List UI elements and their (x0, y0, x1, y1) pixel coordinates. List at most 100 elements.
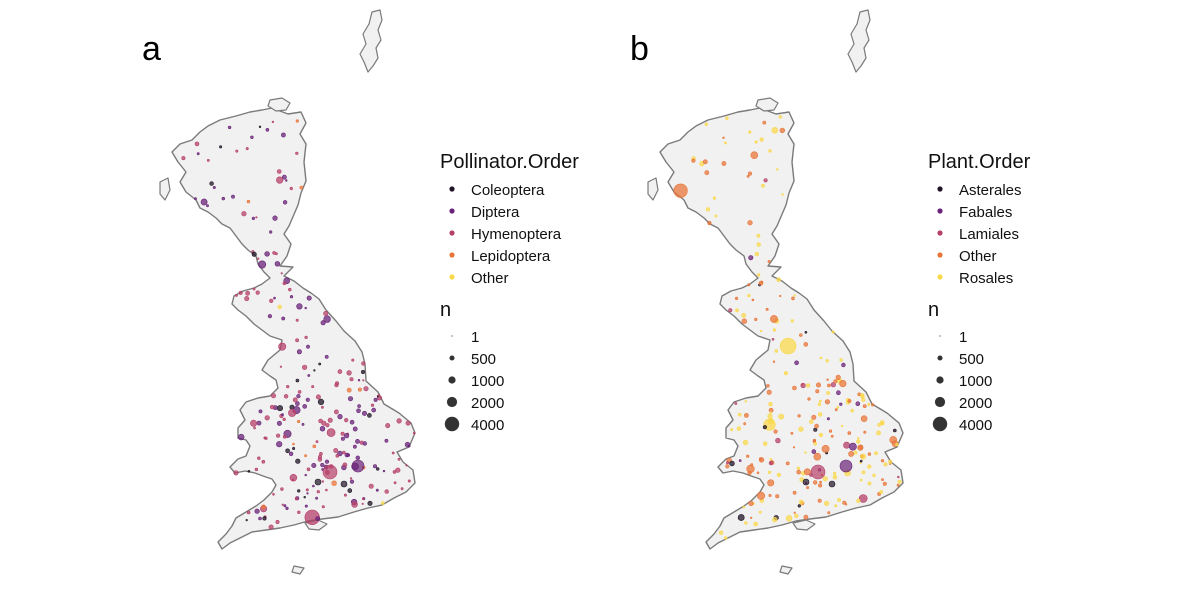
occurrence-point (282, 281, 287, 286)
occurrence-point (297, 390, 302, 394)
occurrence-point (251, 251, 257, 257)
occurrence-point (827, 511, 831, 515)
occurrence-point (235, 149, 239, 153)
size-swatch (937, 355, 943, 361)
occurrence-point (245, 147, 249, 151)
occurrence-point (321, 505, 325, 509)
occurrence-point (289, 474, 298, 482)
occurrence-point (282, 417, 286, 422)
occurrence-point (756, 491, 765, 500)
occurrence-point (874, 451, 879, 456)
occurrence-point (877, 422, 882, 427)
occurrence-point (316, 490, 320, 494)
occurrence-point (289, 295, 294, 299)
legend-item: Asterales (937, 182, 1022, 199)
occurrence-point (743, 412, 749, 418)
occurrence-point (855, 401, 861, 407)
occurrence-point (342, 450, 346, 455)
size-legend-label: 1000 (959, 373, 992, 390)
occurrence-point (241, 211, 247, 217)
occurrence-point (361, 410, 367, 416)
occurrence-point (238, 433, 245, 441)
occurrence-point (325, 488, 328, 492)
size-legend-item: 1000 (936, 373, 992, 390)
occurrence-point (391, 451, 395, 455)
occurrence-point (768, 149, 772, 153)
occurrence-point (853, 450, 858, 455)
legend-swatch (937, 252, 943, 258)
size-legend-item: 500 (449, 351, 496, 368)
occurrence-point (335, 453, 340, 458)
occurrence-point (746, 464, 755, 474)
occurrence-point (742, 505, 746, 509)
occurrence-point (363, 386, 369, 392)
occurrence-point (810, 464, 826, 480)
occurrence-point (281, 503, 284, 506)
occurrence-point (196, 152, 200, 156)
occurrence-point (856, 498, 861, 504)
occurrence-point (718, 530, 724, 535)
occurrence-point (320, 320, 326, 326)
occurrence-point (322, 464, 338, 480)
occurrence-point (828, 480, 836, 488)
occurrence-point (750, 463, 754, 467)
occurrence-point (744, 521, 748, 525)
occurrence-point (276, 405, 283, 412)
occurrence-point (759, 137, 764, 142)
occurrence-point (750, 516, 753, 520)
occurrence-point (280, 272, 283, 275)
occurrence-point (404, 441, 411, 448)
occurrence-point (412, 431, 416, 435)
occurrence-point (770, 315, 778, 323)
occurrence-point (257, 456, 261, 460)
occurrence-point (324, 459, 330, 464)
color-legend: Pollinator.Order Coleoptera Diptera Hymeno… (440, 151, 579, 287)
occurrence-point (753, 521, 759, 527)
legend-swatch (449, 186, 455, 192)
size-legend-item: 4000 (932, 416, 992, 434)
occurrence-point (231, 194, 235, 199)
occurrence-point (794, 360, 799, 366)
legend-swatch (449, 230, 455, 236)
legend-label: Hymenoptera (471, 226, 562, 243)
occurrence-point (857, 437, 860, 440)
occurrence-point (747, 294, 751, 298)
occurrence-point (879, 420, 885, 425)
occurrence-point (279, 365, 283, 368)
occurrence-point (759, 457, 763, 461)
scilly-outline (779, 565, 793, 575)
occurrence-point (317, 457, 323, 462)
occurrence-point (790, 431, 794, 435)
occurrence-point (834, 504, 838, 508)
occurrence-point (343, 493, 347, 497)
occurrence-point (839, 459, 853, 473)
size-legend: n 1 500 1000 2000 4000 (928, 299, 992, 434)
occurrence-point (762, 425, 768, 430)
occurrence-point (822, 476, 828, 482)
occurrence-point (272, 215, 278, 221)
occurrence-point (813, 480, 818, 485)
occurrence-point (315, 394, 321, 400)
occurrence-point (750, 151, 759, 159)
occurrence-point (790, 319, 794, 323)
occurrence-point (815, 382, 821, 388)
occurrence-point (763, 441, 768, 446)
occurrence-point (797, 504, 801, 508)
occurrence-point (219, 145, 223, 149)
occurrence-point (289, 186, 293, 191)
occurrence-point (301, 422, 305, 426)
occurrence-point (206, 204, 209, 208)
occurrence-point (859, 459, 863, 463)
occurrence-point (281, 413, 284, 417)
occurrence-point (344, 433, 350, 439)
occurrence-point (304, 473, 307, 477)
occurrence-point (306, 467, 311, 472)
occurrence-point (265, 128, 270, 132)
occurrence-point (827, 383, 831, 388)
occurrence-point (754, 317, 758, 322)
occurrence-point (839, 358, 843, 362)
occurrence-point (895, 442, 899, 447)
occurrence-point (794, 513, 799, 519)
